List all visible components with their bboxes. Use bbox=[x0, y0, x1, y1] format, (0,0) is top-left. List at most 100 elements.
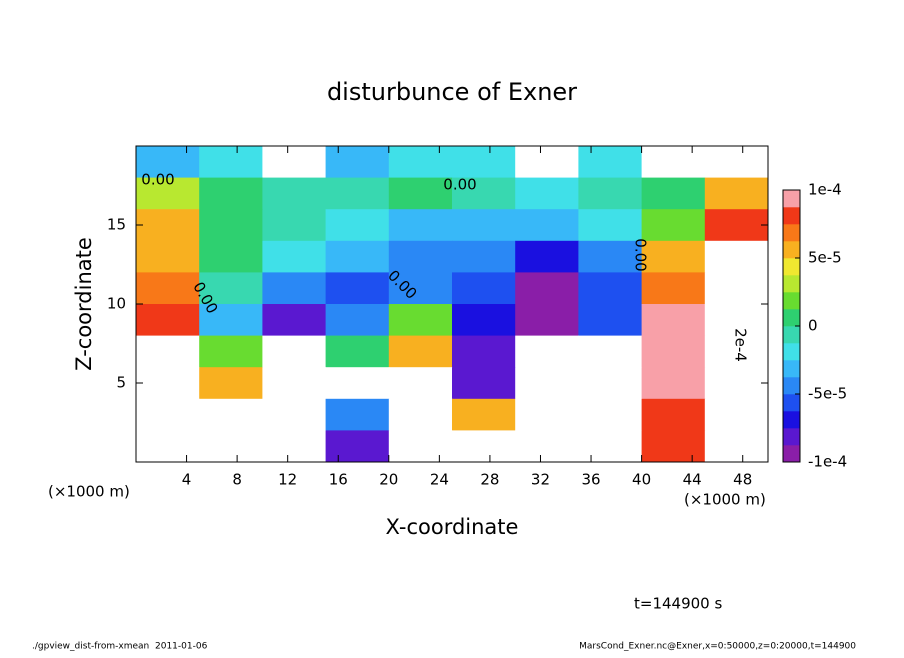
heatmap-cell bbox=[262, 430, 327, 463]
heatmap-cell bbox=[136, 209, 200, 242]
heatmap-cell bbox=[452, 430, 516, 463]
colorbar-swatch bbox=[783, 343, 800, 361]
heatmap-cell bbox=[578, 304, 643, 337]
heatmap-cell bbox=[262, 240, 327, 273]
heatmap-cell bbox=[578, 240, 643, 273]
colorbar-swatch bbox=[783, 309, 800, 327]
colorbar-swatch bbox=[783, 428, 800, 446]
y-tick-label: 15 bbox=[107, 216, 126, 234]
heatmap-cell bbox=[641, 398, 706, 431]
contour-label: 2e-4 bbox=[732, 328, 750, 362]
heatmap-cell bbox=[325, 177, 390, 210]
x-tick-label: 32 bbox=[531, 471, 550, 489]
heatmap-cell bbox=[641, 272, 706, 305]
colorbar-swatch bbox=[783, 190, 800, 208]
heatmap-cell bbox=[388, 272, 453, 305]
x-tick-label: 4 bbox=[182, 471, 192, 489]
colorbar-tick-label: 5e-5 bbox=[808, 249, 842, 267]
contour-label: 0.00 bbox=[141, 171, 174, 189]
y-tick-label: 5 bbox=[116, 374, 126, 392]
colorbar-swatch bbox=[783, 241, 800, 259]
heatmap-cell bbox=[325, 209, 390, 242]
heatmap-cell bbox=[704, 272, 769, 305]
heatmap-cell bbox=[262, 367, 327, 400]
heatmap-cell bbox=[262, 335, 327, 368]
heatmap-cell bbox=[262, 398, 327, 431]
heatmap-cell bbox=[641, 304, 706, 337]
heatmap-cell bbox=[515, 335, 579, 368]
heatmap-cell bbox=[262, 304, 327, 337]
heatmap-cell bbox=[452, 367, 516, 400]
heatmap-cell bbox=[199, 335, 263, 368]
heatmap-cell bbox=[452, 146, 516, 179]
heatmap-cell bbox=[136, 430, 200, 463]
heatmap-cell bbox=[199, 146, 263, 179]
colorbar-swatch bbox=[783, 360, 800, 378]
x-tick-label: 8 bbox=[232, 471, 242, 489]
x-tick-label: 24 bbox=[430, 471, 449, 489]
heatmap-cell bbox=[641, 367, 706, 400]
heatmap-cell bbox=[704, 335, 769, 368]
heatmap-cell bbox=[578, 367, 643, 400]
colorbar-tick-label: 0 bbox=[808, 317, 818, 335]
heatmap-cell bbox=[325, 146, 390, 179]
heatmap-cell bbox=[388, 367, 453, 400]
x-tick-label: 36 bbox=[581, 471, 600, 489]
heatmap-cell bbox=[325, 335, 390, 368]
heatmap-cell bbox=[641, 430, 706, 463]
heatmap-cell bbox=[704, 398, 769, 431]
x-tick-label: 12 bbox=[278, 471, 297, 489]
heatmap-cell bbox=[578, 398, 643, 431]
colorbar-swatch bbox=[783, 394, 800, 412]
heatmap-cell bbox=[641, 177, 706, 210]
heatmap-cell bbox=[452, 272, 516, 305]
heatmap-cell bbox=[704, 146, 769, 179]
heatmap-cell bbox=[199, 367, 263, 400]
heatmap-cell bbox=[136, 177, 200, 210]
heatmap-cell bbox=[515, 304, 579, 337]
heatmap-cell bbox=[515, 209, 579, 242]
heatmap-cell bbox=[452, 240, 516, 273]
heatmap-cell bbox=[388, 240, 453, 273]
heatmap-cell bbox=[515, 367, 579, 400]
heatmap-cell bbox=[452, 398, 516, 431]
x-tick-label: 28 bbox=[480, 471, 499, 489]
heatmap-cell bbox=[578, 335, 643, 368]
heatmap-cell bbox=[136, 272, 200, 305]
heatmap-cell bbox=[452, 209, 516, 242]
heatmap-cell bbox=[199, 272, 263, 305]
colorbar-swatch bbox=[783, 326, 800, 344]
heatmap-cell bbox=[388, 177, 453, 210]
x-tick-label: 44 bbox=[683, 471, 702, 489]
heatmap-cell bbox=[515, 398, 579, 431]
heatmap-cell bbox=[578, 177, 643, 210]
heatmap-cell bbox=[704, 430, 769, 463]
x-tick-label: 16 bbox=[329, 471, 348, 489]
x-unit: (×1000 m) bbox=[684, 491, 766, 509]
heatmap-cell bbox=[325, 240, 390, 273]
heatmap-cell bbox=[136, 398, 200, 431]
heatmap-cell bbox=[452, 177, 516, 210]
heatmap-cell bbox=[199, 430, 263, 463]
footer-left: ./gpview_dist-from-xmean 2011-01-06 bbox=[32, 642, 208, 652]
heatmap-cell bbox=[325, 430, 390, 463]
heatmap-cell bbox=[388, 335, 453, 368]
heatmap-cell bbox=[704, 240, 769, 273]
heatmap bbox=[136, 146, 769, 463]
heatmap-cell bbox=[641, 335, 706, 368]
colorbar-swatch bbox=[783, 292, 800, 310]
heatmap-cell bbox=[325, 398, 390, 431]
contour-label: 0.00 bbox=[632, 238, 650, 271]
heatmap-cell bbox=[704, 209, 769, 242]
x-tick-label: 20 bbox=[379, 471, 398, 489]
heatmap-cell bbox=[262, 209, 327, 242]
colorbar-tick-label: -1e-4 bbox=[808, 453, 847, 471]
heatmap-cell bbox=[578, 209, 643, 242]
heatmap-cell bbox=[262, 272, 327, 305]
heatmap-cell bbox=[136, 335, 200, 368]
heatmap-cell bbox=[199, 177, 263, 210]
heatmap-cell bbox=[199, 209, 263, 242]
colorbar-swatch bbox=[783, 445, 800, 463]
heatmap-cell bbox=[578, 146, 643, 179]
colorbar-swatch bbox=[783, 275, 800, 293]
